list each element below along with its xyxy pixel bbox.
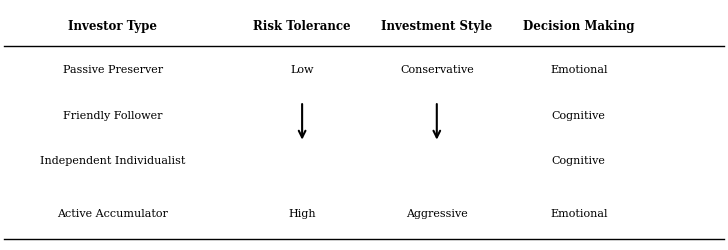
Text: Decision Making: Decision Making [523, 20, 635, 33]
Text: Friendly Follower: Friendly Follower [63, 111, 162, 121]
Text: Investor Type: Investor Type [68, 20, 157, 33]
Text: Emotional: Emotional [550, 65, 607, 75]
Text: Independent Individualist: Independent Individualist [40, 156, 186, 166]
Text: Low: Low [290, 65, 314, 75]
Text: Active Accumulator: Active Accumulator [58, 209, 168, 219]
Text: Passive Preserver: Passive Preserver [63, 65, 163, 75]
Text: Conservative: Conservative [400, 65, 474, 75]
Text: Emotional: Emotional [550, 209, 607, 219]
Text: Risk Tolerance: Risk Tolerance [253, 20, 351, 33]
Text: Aggressive: Aggressive [406, 209, 467, 219]
Text: Cognitive: Cognitive [552, 111, 606, 121]
Text: High: High [288, 209, 316, 219]
Text: Investment Style: Investment Style [381, 20, 492, 33]
Text: Cognitive: Cognitive [552, 156, 606, 166]
